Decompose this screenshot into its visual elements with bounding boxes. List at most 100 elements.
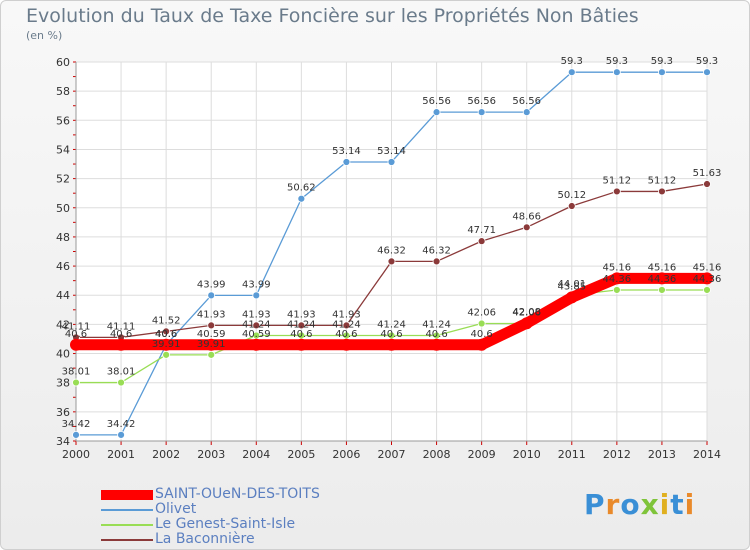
y-tick-label: 36 [56, 406, 70, 419]
data-label: 41.24 [422, 319, 451, 330]
data-label: 53.14 [377, 146, 406, 157]
data-label: 41.11 [107, 321, 136, 332]
legend-label: Olivet [155, 501, 197, 517]
x-tick-label: 2013 [648, 448, 676, 461]
y-tick-label: 60 [56, 56, 70, 69]
y-tick-label: 56 [56, 114, 70, 127]
data-point [655, 272, 668, 285]
data-point [387, 257, 396, 266]
data-point [340, 338, 353, 351]
data-point [162, 327, 171, 336]
data-label: 51.12 [648, 175, 677, 186]
x-tick-label: 2012 [603, 448, 631, 461]
data-label: 43.99 [197, 279, 226, 290]
data-point [477, 108, 486, 117]
data-label: 44.36 [648, 274, 677, 285]
data-point [297, 321, 306, 330]
data-label: 40.6 [335, 329, 357, 340]
y-tick-label: 58 [56, 85, 70, 98]
data-label: 48.66 [512, 211, 541, 222]
data-label: 34.42 [107, 419, 136, 430]
legend-swatch [101, 490, 153, 500]
legend-label: La Baconnière [155, 531, 255, 547]
data-label: 34.42 [62, 419, 91, 430]
data-label: 56.56 [422, 96, 451, 107]
data-label: 50.12 [557, 190, 586, 201]
data-point [612, 187, 621, 196]
y-tick-label: 48 [56, 231, 70, 244]
y-tick-label: 46 [56, 260, 70, 273]
y-tick-label: 50 [56, 202, 70, 215]
grid [75, 61, 708, 442]
data-label: 59.3 [696, 56, 718, 67]
x-tick-label: 2004 [242, 448, 270, 461]
data-label: 41.24 [287, 319, 316, 330]
data-point [250, 338, 263, 351]
data-point [115, 338, 128, 351]
x-tick-label: 2007 [378, 448, 406, 461]
data-point [701, 272, 713, 285]
x-tick-label: 2003 [197, 448, 225, 461]
data-label: 39.91 [152, 339, 181, 350]
legend-swatch [101, 524, 153, 526]
data-point [522, 223, 531, 232]
data-point [658, 68, 666, 77]
x-tick-label: 2008 [423, 448, 451, 461]
data-label: 40.6 [290, 329, 312, 340]
data-label: 41.93 [242, 309, 271, 320]
x-tick-label: 2006 [332, 448, 360, 461]
data-point [567, 68, 576, 77]
data-label: 40.59 [197, 329, 226, 340]
y-tick-label: 34 [56, 435, 70, 448]
data-point [612, 68, 621, 77]
data-point [117, 378, 125, 387]
data-label: 56.56 [467, 96, 496, 107]
data-label: 41.52 [152, 315, 181, 326]
y-tick-label: 42 [56, 318, 70, 331]
y-tick-label: 44 [56, 289, 70, 302]
data-point [72, 378, 80, 387]
x-tick-label: 2001 [107, 448, 135, 461]
data-label: 45.16 [693, 262, 722, 273]
data-point [565, 291, 578, 304]
data-point [207, 291, 216, 300]
data-point [520, 317, 533, 330]
data-label: 40.6 [65, 329, 87, 340]
data-label: 40.6 [110, 329, 132, 340]
x-tick-label: 2002 [152, 448, 180, 461]
data-point [477, 237, 486, 246]
x-tick-label: 2000 [62, 448, 90, 461]
data-label: 40.6 [471, 329, 493, 340]
data-label: 40.6 [155, 329, 177, 340]
data-label: 40.6 [425, 329, 447, 340]
data-label: 59.3 [651, 56, 673, 67]
y-tick-label: 38 [56, 377, 70, 390]
data-label: 39.91 [197, 339, 226, 350]
data-point [72, 430, 80, 439]
data-point [475, 338, 488, 351]
data-label: 41.93 [332, 309, 361, 320]
data-label: 45.16 [603, 262, 632, 273]
data-label: 59.3 [606, 56, 628, 67]
legend-swatch [101, 539, 153, 541]
data-label: 46.32 [377, 245, 406, 256]
data-label: 45.16 [648, 262, 677, 273]
data-label: 38.01 [107, 367, 136, 378]
data-label: 43.99 [242, 279, 271, 290]
chart-title: Evolution du Taux de Taxe Foncière sur l… [26, 5, 639, 27]
data-label: 50.62 [287, 183, 316, 194]
data-point [252, 291, 261, 300]
data-label: 40.6 [155, 329, 177, 340]
data-point [703, 180, 711, 188]
data-label: 42.08 [512, 307, 541, 318]
data-label: 44.01 [557, 279, 586, 290]
legend-swatch [101, 509, 153, 511]
data-label: 38.01 [62, 367, 91, 378]
data-point [207, 321, 216, 330]
data-point [385, 338, 398, 351]
data-point [117, 430, 125, 439]
data-point [658, 286, 666, 294]
data-point [477, 319, 486, 328]
legend-label: Le Genest-Saint-Isle [155, 516, 296, 532]
